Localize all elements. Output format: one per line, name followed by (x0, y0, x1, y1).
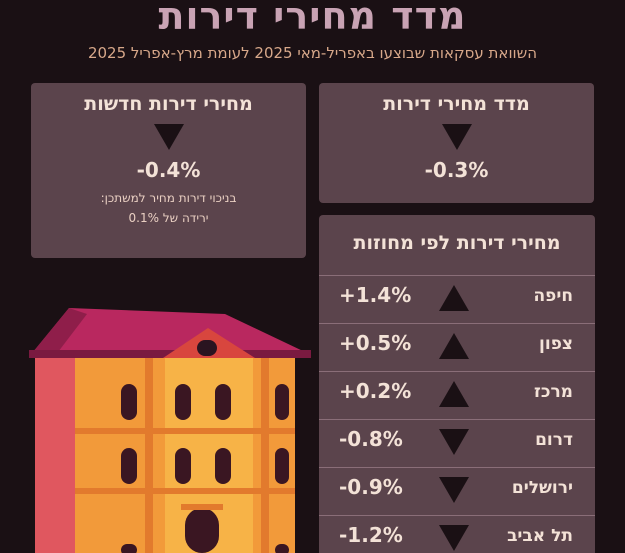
district-row: ירושלים -0.9% (319, 467, 595, 515)
district-row: דרום -0.8% (319, 419, 595, 467)
price-index-card: מדד מחירי דירות -0.3% (319, 83, 594, 203)
districts-card: מחירי דירות לפי מחוזות חיפה +1.4% צפון +… (319, 215, 595, 553)
page-subtitle: השוואת עסקאות שבוצעו באפריל-מאי 2025 לעו… (87, 44, 538, 62)
price-index-value: -0.3% (424, 158, 489, 182)
down-triangle-icon (439, 477, 469, 503)
district-value: +1.4% (339, 283, 412, 307)
districts-card-title: מחירי דירות לפי מחוזות (353, 232, 561, 254)
district-name: דרום (535, 430, 573, 450)
district-value: -0.8% (339, 427, 403, 451)
page-title: מדד מחירי דירות (158, 0, 467, 38)
district-row: צפון +0.5% (319, 323, 595, 371)
price-index-card-title: מדד מחירי דירות (383, 93, 530, 115)
district-row: מרכז +0.2% (319, 371, 595, 419)
down-triangle-icon (439, 429, 469, 455)
district-value: -1.2% (339, 523, 403, 547)
district-name: צפון (539, 334, 573, 354)
district-value: +0.2% (339, 379, 412, 403)
new-apartments-card-title: מחירי דירות חדשות (84, 93, 253, 115)
new-apartments-note-line1: בניכוי דירות מחיר למשתכן: (100, 191, 237, 205)
down-triangle-icon (439, 525, 469, 551)
district-value: -0.9% (339, 475, 403, 499)
new-apartments-note-line2: ירידה של 0.1% (128, 211, 209, 225)
district-value: +0.5% (339, 331, 412, 355)
district-row: תל אביב -1.2% (319, 515, 595, 553)
district-name: חיפה (533, 286, 573, 306)
district-name: תל אביב (507, 526, 573, 546)
district-name: ירושלים (511, 478, 573, 498)
district-row: חיפה +1.4% (319, 275, 595, 323)
down-triangle-icon (153, 124, 184, 150)
up-triangle-icon (439, 381, 469, 407)
up-triangle-icon (439, 333, 469, 359)
up-triangle-icon (439, 285, 469, 311)
down-triangle-icon (441, 124, 472, 150)
new-apartments-card: מחירי דירות חדשות -0.4% בניכוי דירות מחי… (31, 83, 306, 258)
district-name: מרכז (534, 382, 573, 402)
apartment-building-illustration (29, 308, 311, 553)
new-apartments-value: -0.4% (136, 158, 201, 182)
